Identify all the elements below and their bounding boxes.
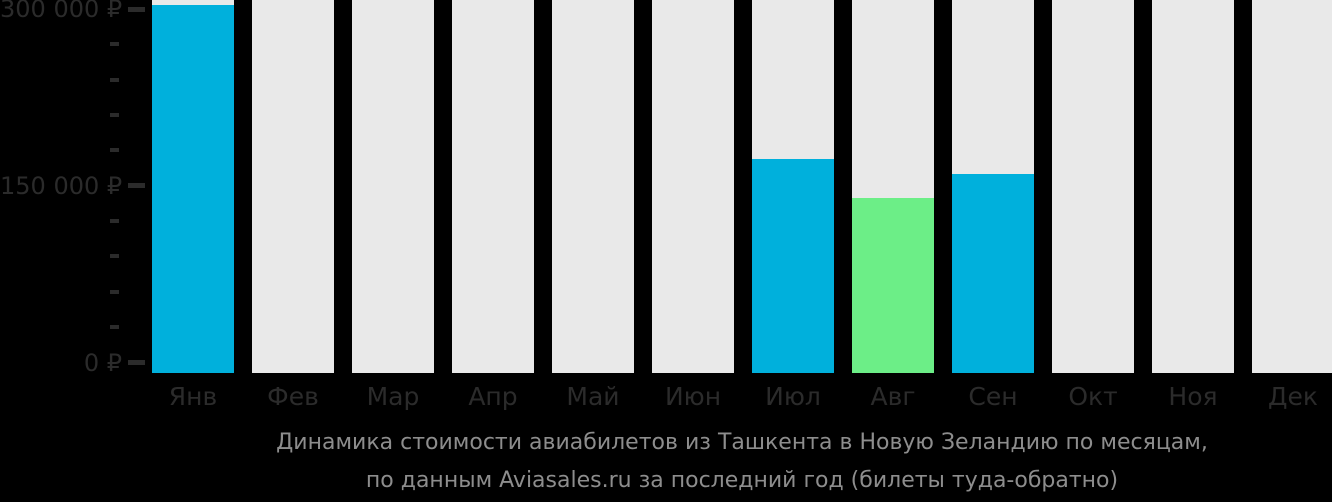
column-track-dec [1252, 0, 1332, 373]
column-track-apr [452, 0, 534, 373]
y-minor-tick [110, 254, 119, 259]
column-track-nov [1152, 0, 1234, 373]
chart-title: Динамика стоимости авиабилетов из Ташкен… [276, 430, 1208, 455]
column-track-oct [1052, 0, 1134, 373]
y-major-tick [128, 360, 145, 365]
column-track-jun [652, 0, 734, 373]
chart-subtitle: по данным Aviasales.ru за последний год … [365, 468, 1119, 493]
y-axis-label: 0 ₽ [83, 348, 122, 377]
y-minor-tick [110, 42, 119, 47]
month-label-nov: Ноя [1168, 382, 1218, 411]
month-label-apr: Апр [468, 382, 518, 411]
month-label-dec: Дек [1267, 382, 1318, 411]
bar-jan [152, 5, 234, 373]
column-track-feb [252, 0, 334, 373]
y-minor-tick [110, 289, 119, 294]
month-label-jun: Июн [664, 382, 722, 411]
bar-sep [952, 173, 1034, 373]
y-minor-tick [110, 113, 119, 118]
month-label-aug: Авг [870, 382, 916, 411]
y-minor-tick [110, 219, 119, 224]
bar-jul [752, 158, 834, 373]
y-axis-label: 150 000 ₽ [0, 171, 123, 200]
month-label-oct: Окт [1068, 382, 1118, 411]
month-label-sep: Сен [968, 382, 1018, 411]
bar-aug [852, 197, 934, 373]
month-label-may: Май [566, 382, 620, 411]
column-track-may [552, 0, 634, 373]
y-minor-tick [110, 148, 119, 153]
month-label-jan: Янв [168, 382, 218, 411]
y-major-tick [128, 6, 145, 12]
y-minor-tick [110, 325, 119, 330]
column-track-mar [352, 0, 434, 373]
month-label-mar: Мар [366, 382, 420, 411]
y-axis-label: 300 000 ₽ [0, 0, 123, 23]
month-label-feb: Фев [267, 382, 319, 411]
y-minor-tick [110, 77, 119, 82]
month-label-jul: Июл [765, 382, 821, 411]
y-major-tick [128, 183, 145, 189]
